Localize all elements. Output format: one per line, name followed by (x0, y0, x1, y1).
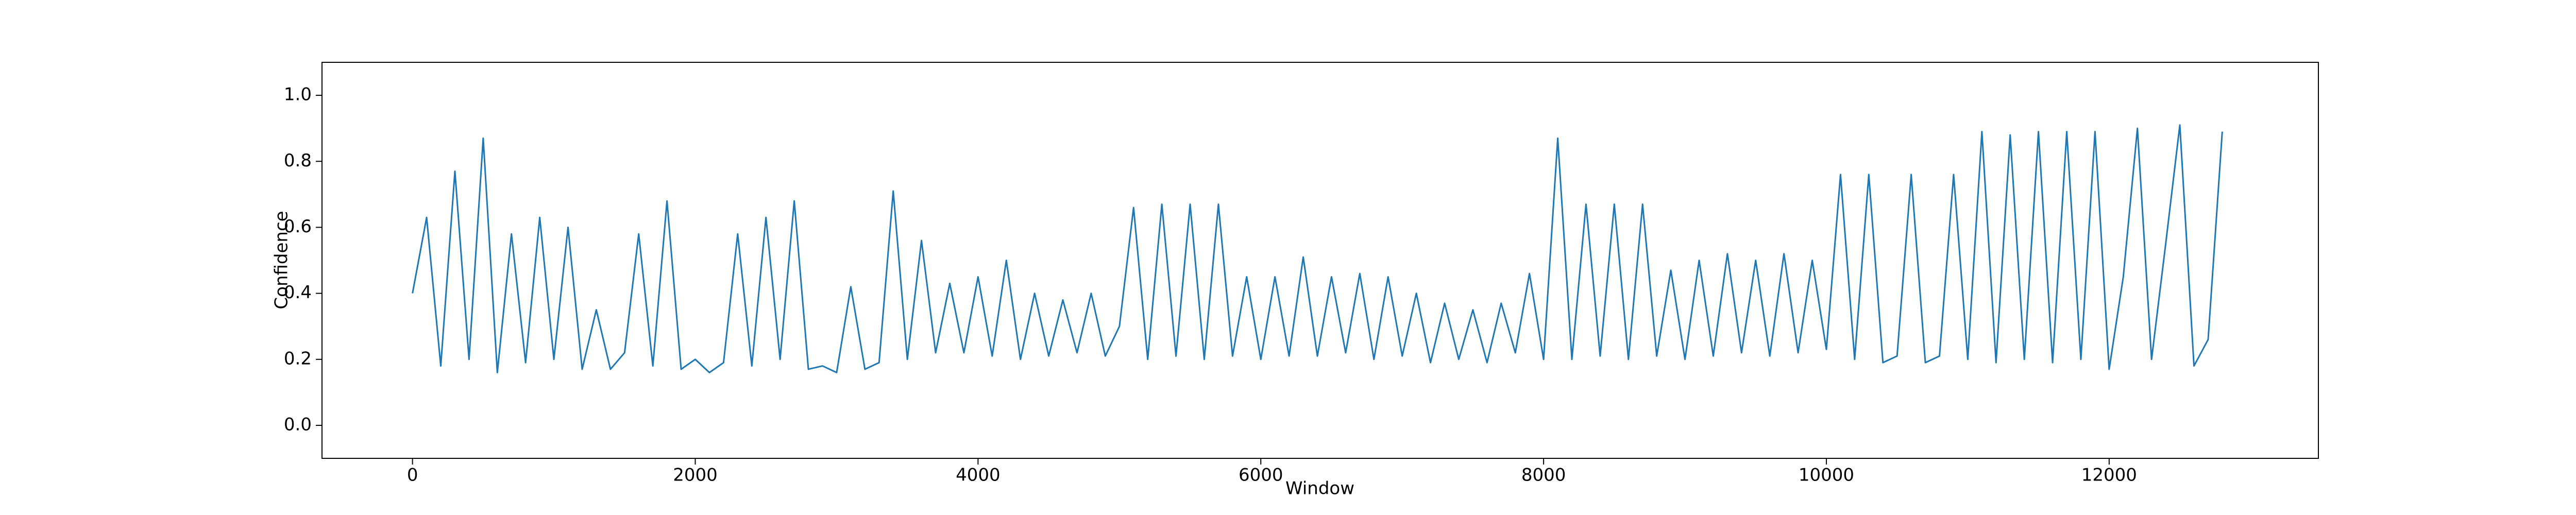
y-tick-label: 1.0 (284, 84, 312, 105)
y-tick-label: 0.4 (284, 282, 312, 303)
y-tick-label: 0.6 (284, 216, 312, 237)
data-line (412, 124, 2223, 373)
x-tick-label: 0 (407, 465, 418, 486)
y-tick-label: 0.0 (284, 414, 312, 435)
x-tick-label: 4000 (956, 465, 1001, 486)
y-axis-label: Confidence (272, 211, 292, 309)
y-tick-label: 0.8 (284, 150, 312, 171)
x-axis-label: Window (1285, 478, 1354, 499)
x-tick-label: 2000 (673, 465, 718, 486)
x-tick-label: 6000 (1239, 465, 1283, 486)
x-tick-label: 10000 (1799, 465, 1854, 486)
x-tick-label: 12000 (2081, 465, 2137, 486)
y-tick-label: 0.2 (284, 348, 312, 369)
plot-frame (321, 62, 2319, 459)
x-tick-label: 8000 (1521, 465, 1566, 486)
